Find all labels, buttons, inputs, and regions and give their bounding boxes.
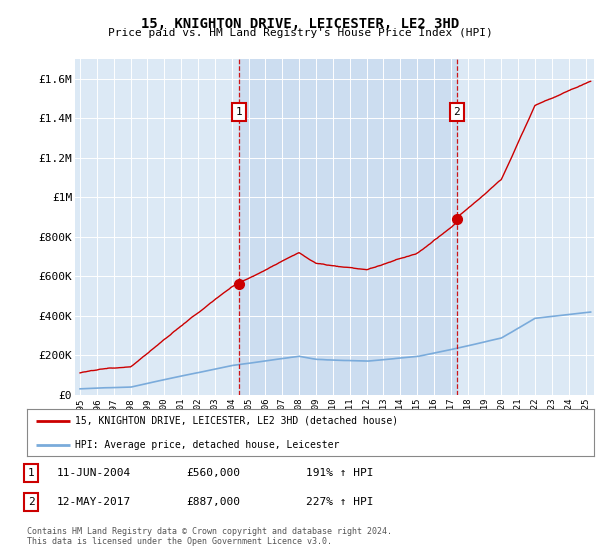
- Text: £560,000: £560,000: [186, 468, 240, 478]
- Text: 1: 1: [236, 107, 242, 117]
- Text: HPI: Average price, detached house, Leicester: HPI: Average price, detached house, Leic…: [75, 440, 340, 450]
- Text: £887,000: £887,000: [186, 497, 240, 507]
- Text: 15, KNIGHTON DRIVE, LEICESTER, LE2 3HD: 15, KNIGHTON DRIVE, LEICESTER, LE2 3HD: [141, 17, 459, 31]
- Text: 15, KNIGHTON DRIVE, LEICESTER, LE2 3HD (detached house): 15, KNIGHTON DRIVE, LEICESTER, LE2 3HD (…: [75, 416, 398, 426]
- Text: 191% ↑ HPI: 191% ↑ HPI: [306, 468, 373, 478]
- Text: 1: 1: [28, 468, 35, 478]
- Text: 227% ↑ HPI: 227% ↑ HPI: [306, 497, 373, 507]
- Text: Contains HM Land Registry data © Crown copyright and database right 2024.
This d: Contains HM Land Registry data © Crown c…: [27, 526, 392, 546]
- Text: 11-JUN-2004: 11-JUN-2004: [57, 468, 131, 478]
- Text: 2: 2: [28, 497, 35, 507]
- Text: 12-MAY-2017: 12-MAY-2017: [57, 497, 131, 507]
- Text: 2: 2: [454, 107, 460, 117]
- Text: Price paid vs. HM Land Registry's House Price Index (HPI): Price paid vs. HM Land Registry's House …: [107, 28, 493, 38]
- Bar: [239, 59, 457, 395]
